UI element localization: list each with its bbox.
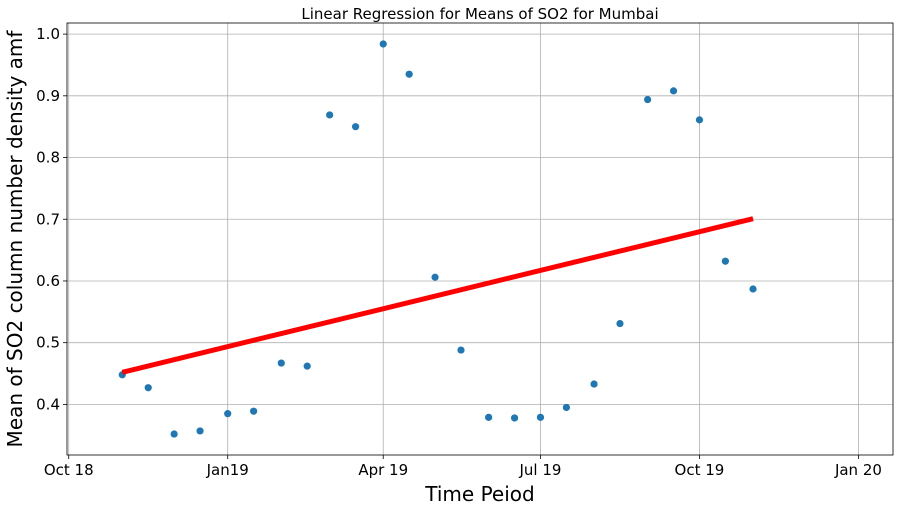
x-tick-label: Oct 18 bbox=[44, 461, 94, 479]
data-point bbox=[644, 95, 652, 104]
y-tick-label: 0.7 bbox=[36, 210, 60, 228]
data-point bbox=[616, 319, 624, 328]
data-point bbox=[721, 257, 729, 265]
y-tick-label: 0.9 bbox=[36, 87, 60, 105]
x-tick-label: Jul 19 bbox=[519, 461, 562, 479]
data-point bbox=[485, 413, 493, 421]
data-point bbox=[749, 285, 757, 293]
data-point bbox=[144, 384, 152, 392]
data-point bbox=[669, 87, 678, 95]
data-point bbox=[303, 362, 311, 370]
regression-line-group bbox=[121, 216, 754, 375]
y-tick-label: 0.6 bbox=[36, 272, 60, 290]
x-tick-label: Jan 20 bbox=[834, 461, 882, 479]
grid bbox=[67, 23, 893, 455]
data-point bbox=[510, 414, 519, 422]
y-axis-label: Mean of SO2 column number density amf bbox=[3, 30, 27, 448]
data-point bbox=[277, 359, 285, 367]
y-tick-label: 0.4 bbox=[36, 395, 60, 413]
y-tick-label: 1.0 bbox=[36, 25, 60, 43]
y-tick-label: 0.8 bbox=[36, 149, 60, 167]
data-point bbox=[562, 403, 571, 412]
scatter-points bbox=[118, 40, 757, 438]
data-point bbox=[457, 346, 465, 354]
data-point bbox=[590, 380, 598, 388]
data-point bbox=[536, 413, 545, 421]
chart-title: Linear Regression for Means of SO2 for M… bbox=[301, 5, 658, 23]
data-point bbox=[379, 40, 387, 48]
axis-ticks: Oct 18 Jan19 Apr 19 Jul 19 Oct 19 Jan 20 0.4 0.… bbox=[36, 25, 882, 479]
data-point bbox=[695, 116, 704, 124]
y-tick-label: 0.5 bbox=[36, 334, 60, 352]
plot-frame bbox=[66, 22, 894, 456]
x-tick-label: Apr 19 bbox=[358, 461, 408, 479]
data-point bbox=[250, 407, 258, 415]
x-tick-label: Jan19 bbox=[206, 461, 249, 479]
data-point bbox=[326, 111, 334, 119]
data-point bbox=[170, 430, 178, 438]
data-point bbox=[405, 70, 413, 78]
data-point bbox=[431, 273, 439, 281]
x-tick-label: Oct 19 bbox=[675, 461, 725, 479]
data-point bbox=[224, 410, 232, 418]
regression-line bbox=[121, 216, 754, 375]
data-point bbox=[196, 427, 204, 435]
x-axis-label: Time Peiod bbox=[424, 482, 534, 506]
data-point bbox=[351, 123, 360, 131]
